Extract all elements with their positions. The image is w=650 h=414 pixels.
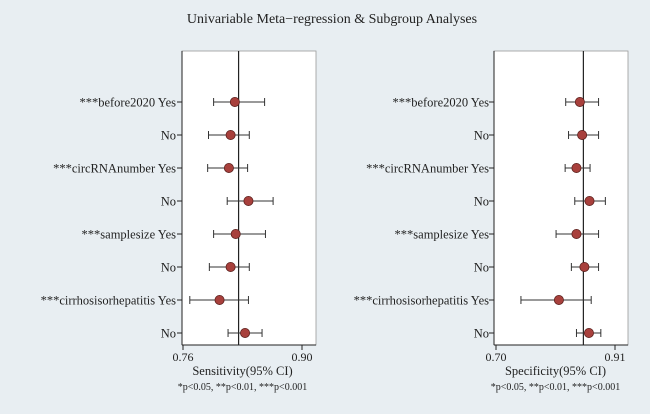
estimate-marker xyxy=(571,228,582,239)
row-label: ***before2020 Yes xyxy=(392,96,489,110)
x-tick-label: 0.76 xyxy=(173,350,194,364)
row-label: No xyxy=(474,261,489,275)
row-label: ***cirrhosisorhepatitis Yes xyxy=(41,294,177,308)
row-label: No xyxy=(161,195,176,209)
forest-panels: ***before2020 Yes No ***circRNAnumber Yes N… xyxy=(41,50,629,393)
row-label: ***circRNAnumber Yes xyxy=(366,162,489,176)
estimate-marker xyxy=(571,162,582,173)
row-label: ***samplesize Yes xyxy=(395,228,490,242)
estimate-marker xyxy=(225,261,236,272)
forest-panel-specificity: ***before2020 Yes No ***circRNAnumber Yes N… xyxy=(354,50,629,393)
estimate-marker xyxy=(579,261,590,272)
row-label: ***samplesize Yes xyxy=(82,228,177,242)
significance-footnote: *p<0.05, **p<0.01, ***p<0.001 xyxy=(178,382,307,393)
estimate-marker xyxy=(584,195,595,206)
row-label: No xyxy=(161,129,176,143)
estimate-marker xyxy=(243,195,254,206)
row-label: ***cirrhosisorhepatitis Yes xyxy=(354,294,490,308)
estimate-marker xyxy=(230,228,241,239)
figure-title: Univariable Meta−regression & Subgroup A… xyxy=(187,12,477,27)
x-tick-label: 0.70 xyxy=(486,350,507,364)
estimate-marker xyxy=(577,129,588,140)
row-label: No xyxy=(474,327,489,341)
x-axis-title: Specificity(95% CI) xyxy=(505,364,606,378)
row-label: No xyxy=(161,261,176,275)
estimate-marker xyxy=(553,294,564,305)
x-tick-label: 0.91 xyxy=(605,350,626,364)
estimate-marker xyxy=(229,97,240,108)
forest-panel-sensitivity: ***before2020 Yes No ***circRNAnumber Yes N… xyxy=(41,50,317,393)
x-axis-title: Sensitivity(95% CI) xyxy=(192,364,292,378)
row-label: No xyxy=(161,327,176,341)
significance-footnote: *p<0.05, **p<0.01, ***p<0.001 xyxy=(491,382,620,393)
row-label: No xyxy=(474,129,489,143)
estimate-marker xyxy=(574,97,585,108)
row-label: ***circRNAnumber Yes xyxy=(53,162,176,176)
row-label: ***before2020 Yes xyxy=(79,96,176,110)
estimate-marker xyxy=(214,294,225,305)
estimate-marker xyxy=(225,129,236,140)
estimate-marker xyxy=(583,327,594,338)
x-tick-label: 0.90 xyxy=(292,350,313,364)
estimate-marker xyxy=(240,327,251,338)
row-label: No xyxy=(474,195,489,209)
estimate-marker xyxy=(223,162,234,173)
